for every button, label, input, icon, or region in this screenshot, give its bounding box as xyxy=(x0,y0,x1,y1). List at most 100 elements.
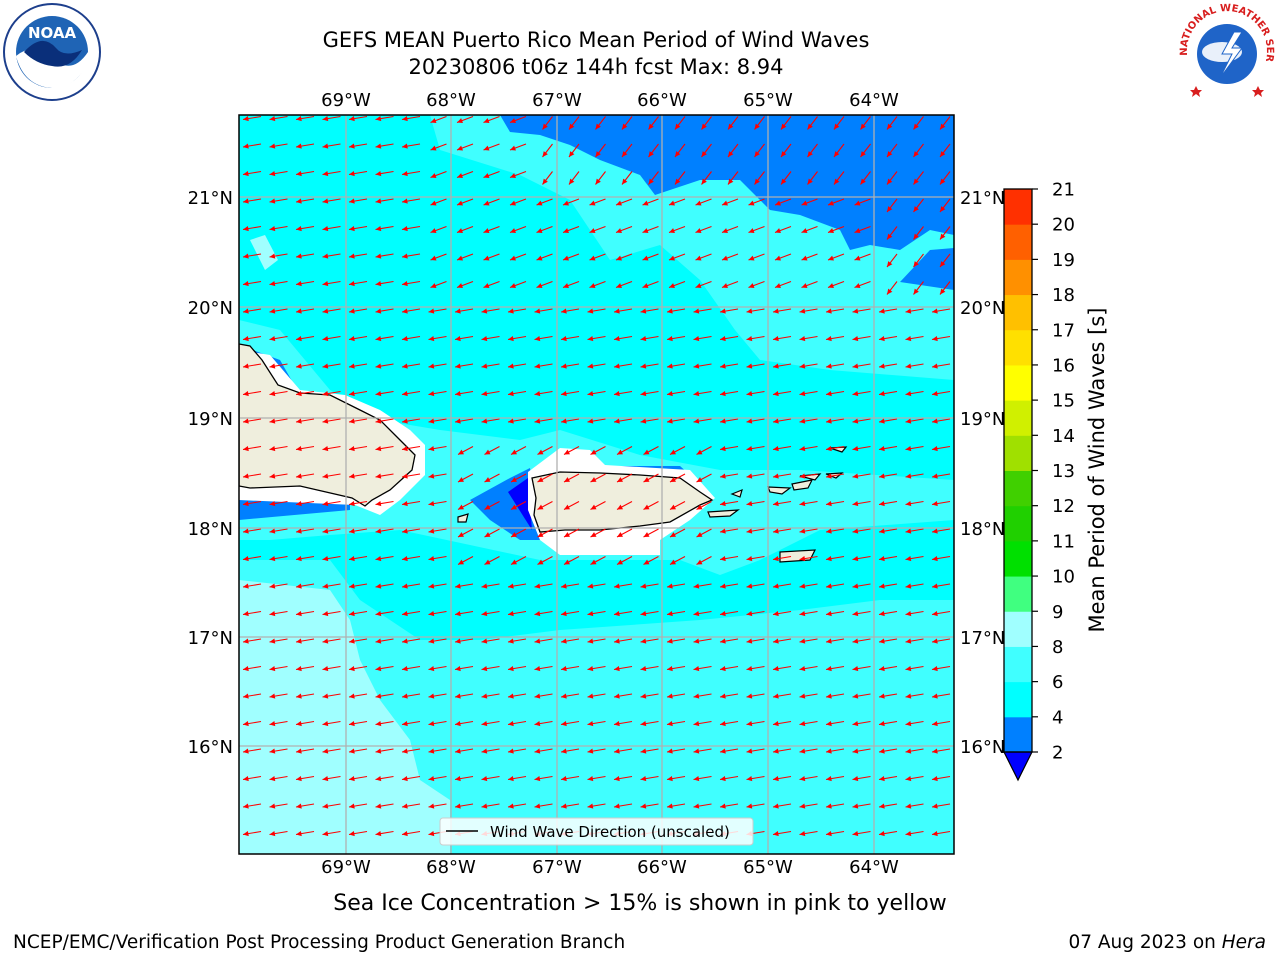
wave-arrow-head xyxy=(932,803,938,809)
wave-arrow-head xyxy=(296,171,302,177)
wave-arrow-head xyxy=(455,418,461,424)
wave-arrow-head xyxy=(828,283,834,289)
wave-arrow-head xyxy=(773,556,779,562)
wave-arrow-head xyxy=(801,283,808,289)
wave-arrow-head xyxy=(536,200,543,206)
wave-arrow-head xyxy=(932,611,938,617)
wave-arrow-head xyxy=(773,611,779,617)
wave-arrow-head xyxy=(269,226,276,232)
wave-arrow-head xyxy=(243,528,249,534)
wave-arrow-head xyxy=(587,776,594,782)
wave-arrow-head xyxy=(614,693,620,699)
wave-arrow-head xyxy=(834,151,840,157)
wave-arrow-head xyxy=(587,308,594,314)
wave-arrow-head xyxy=(826,748,832,754)
wave-arrow-head xyxy=(720,446,726,452)
wave-arrow-head xyxy=(296,611,302,617)
wave-arrow-head xyxy=(349,281,355,287)
wave-arrow-head xyxy=(243,693,249,699)
wave-arrow-head xyxy=(243,446,249,452)
wave-arrow-head xyxy=(481,418,488,424)
colorbar-bin xyxy=(1004,576,1032,612)
wave-arrow-head xyxy=(643,449,650,455)
wave-arrow-head xyxy=(296,363,302,369)
wave-arrow-head xyxy=(481,308,488,314)
wave-arrow-head xyxy=(458,532,464,537)
wave-arrow-head xyxy=(564,449,570,455)
wave-arrow-head xyxy=(773,418,779,424)
wave-arrow-head xyxy=(349,308,355,314)
wave-arrow-head xyxy=(349,583,355,589)
wave-arrow-head xyxy=(746,418,753,424)
wave-arrow-head xyxy=(746,638,753,644)
longitude-label: 67°W xyxy=(532,90,582,111)
wave-arrow-head xyxy=(537,449,544,455)
wave-arrow-head xyxy=(642,200,649,206)
wave-arrow-head xyxy=(349,803,355,809)
wave-arrow-head xyxy=(887,123,893,130)
wave-arrow-head xyxy=(430,145,437,151)
wave-arrow-head xyxy=(722,200,728,206)
wave-arrow-head xyxy=(322,638,329,644)
wave-arrow-head xyxy=(722,283,728,289)
wave-arrow-head xyxy=(773,473,779,479)
wave-arrow-head xyxy=(799,666,806,672)
wave-arrow-head xyxy=(807,123,813,130)
wave-arrow-head xyxy=(457,228,463,234)
wave-arrow-head xyxy=(614,666,620,672)
wave-arrow-head xyxy=(799,363,806,369)
wave-arrow-head xyxy=(669,200,675,206)
wave-arrow-head xyxy=(589,283,596,289)
wave-arrow-head xyxy=(799,501,806,507)
colorbar-bin xyxy=(1004,189,1032,225)
wave-arrow-head xyxy=(746,363,753,369)
chart-subtitle: 20230806 t06z 144h fcst Max: 8.94 xyxy=(408,55,784,79)
latitude-label: 17°N xyxy=(960,628,1005,649)
wave-arrow-head xyxy=(534,803,541,809)
wave-arrow-head xyxy=(561,308,567,314)
wave-arrow-head xyxy=(428,336,435,342)
wave-arrow-head xyxy=(481,748,488,754)
colorbar-under-triangle xyxy=(1003,751,1033,782)
wave-arrow-head xyxy=(617,449,623,455)
wave-arrow-head xyxy=(905,803,912,809)
longitude-label: 64°W xyxy=(849,90,899,111)
sea-ice-note: Sea Ice Concentration > 15% is shown in … xyxy=(333,891,947,916)
wave-arrow-head xyxy=(614,308,620,314)
wave-arrow-head xyxy=(614,748,620,754)
wave-arrow-head xyxy=(852,391,859,397)
wave-arrow-head xyxy=(932,391,938,397)
wave-arrow-head xyxy=(667,748,673,754)
wave-arrow-head xyxy=(643,477,650,482)
wave-arrow-head xyxy=(322,528,329,534)
wave-arrow-head xyxy=(534,336,541,342)
wave-arrow-head xyxy=(587,803,594,809)
wave-arrow-head xyxy=(402,116,408,122)
colorbar-bin xyxy=(1004,470,1032,507)
wave-arrow-head xyxy=(243,638,249,644)
wave-arrow-head xyxy=(269,721,276,727)
wave-arrow-head xyxy=(746,446,753,452)
wave-arrow-head xyxy=(269,281,276,287)
wave-arrow-head xyxy=(589,200,596,206)
wave-arrow-head xyxy=(428,418,435,424)
colorbar-tick-label: 6 xyxy=(1052,672,1063,693)
wave-arrow-head xyxy=(243,611,249,617)
wave-arrow-head xyxy=(667,776,673,782)
wave-arrow-head xyxy=(322,583,329,589)
wave-arrow-head xyxy=(481,611,488,617)
wave-arrow-head xyxy=(852,721,859,727)
wave-arrow-head xyxy=(375,308,382,314)
wave-arrow-head xyxy=(879,308,885,314)
wave-arrow-head xyxy=(269,776,276,782)
wave-arrow-head xyxy=(564,504,570,510)
wave-arrow-head xyxy=(748,200,755,206)
latitude-label: 16°N xyxy=(188,737,233,758)
wave-arrow-head xyxy=(243,391,249,397)
wave-arrow-head xyxy=(746,721,753,727)
wave-arrow-head xyxy=(296,446,302,452)
wave-arrow-head xyxy=(455,611,461,617)
wave-arrow-head xyxy=(854,255,861,261)
wave-arrow-head xyxy=(534,693,541,699)
wave-arrow-head xyxy=(402,171,408,177)
